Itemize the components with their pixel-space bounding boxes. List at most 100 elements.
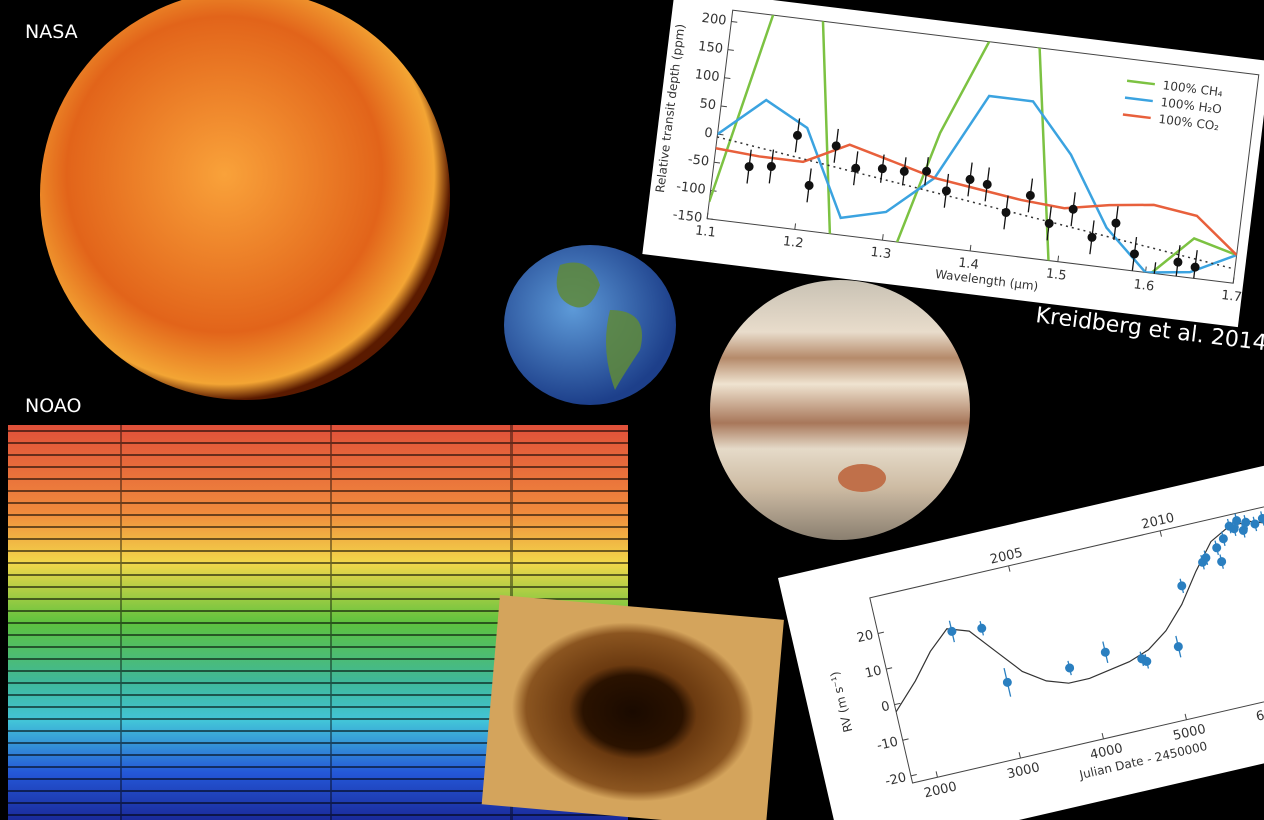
x2-tick-label: 2005 (989, 546, 1025, 568)
y-tick (727, 49, 734, 51)
earth-image (504, 245, 676, 405)
data-point (1129, 249, 1139, 259)
y-tick-label: 200 (701, 11, 727, 29)
data-point (922, 166, 932, 176)
y-tick (724, 77, 731, 80)
data-point (1111, 218, 1121, 228)
data-point (1190, 262, 1200, 272)
x-tick (1101, 732, 1104, 740)
plot-area (895, 511, 1264, 713)
y-tick-label: -50 (687, 152, 710, 169)
transit-plot: Wavelength (μm) Relative transit depth (… (642, 0, 1264, 328)
y-tick-label: 50 (699, 96, 717, 113)
data-point (1238, 525, 1248, 535)
data-point (792, 130, 802, 140)
x2-tick (1008, 565, 1011, 572)
y-tick-label: 150 (697, 39, 723, 57)
data-point (744, 162, 754, 172)
sunspot-image (481, 595, 784, 820)
x-tick (1057, 255, 1060, 262)
data-point (1044, 218, 1054, 228)
y-tick-label: 100 (694, 67, 720, 85)
sun-image (40, 0, 450, 400)
data-point (1142, 656, 1152, 666)
legend-swatch (1126, 79, 1156, 86)
plot-panel (778, 452, 1264, 820)
model-line (716, 94, 1238, 274)
data-point (1218, 534, 1228, 544)
x-tick-label: 1.7 (1220, 288, 1242, 305)
y-tick (720, 105, 727, 108)
data-point (899, 166, 909, 176)
great-red-spot (838, 464, 886, 492)
credit-label: NASA (25, 21, 78, 43)
data-point (982, 179, 992, 189)
y-tick (910, 774, 917, 777)
x-tick (969, 244, 972, 251)
data-point (1068, 204, 1078, 214)
data-point (1212, 543, 1222, 553)
y-tick (894, 702, 901, 706)
data-point (1025, 190, 1035, 200)
y-tick (707, 218, 714, 220)
plot-panel (642, 0, 1264, 328)
x-tick-label: 4000 (1089, 741, 1125, 763)
x-tick-label: 1.4 (957, 256, 979, 273)
x2-tick (1159, 530, 1162, 537)
x-tick (1018, 752, 1021, 759)
y-tick (731, 20, 738, 23)
x-tick-label: 3000 (1006, 760, 1042, 782)
jupiter-image (710, 280, 970, 540)
x-tick (1232, 277, 1235, 284)
y-tick-label: -10 (876, 735, 900, 754)
y-tick (877, 631, 884, 634)
y-tick-label: 0 (703, 126, 713, 142)
continents (556, 262, 642, 390)
data-point (1173, 642, 1183, 652)
x-tick (706, 212, 709, 219)
data-point (766, 161, 776, 171)
data-point (947, 626, 957, 636)
data-point (851, 163, 861, 173)
x-tick-label: 1.3 (870, 245, 892, 262)
plot-frame (869, 493, 1264, 784)
legend-swatch (1124, 96, 1153, 103)
data-point (941, 186, 951, 196)
x-tick-label: 2000 (923, 779, 959, 801)
data-point (1241, 517, 1251, 527)
x-tick-label: 1.2 (782, 234, 804, 251)
y-tick-label: 10 (864, 663, 883, 681)
data-point (1100, 647, 1110, 657)
y-tick (902, 738, 909, 741)
data-point (965, 174, 975, 184)
x-tick-label: 1.6 (1133, 277, 1155, 294)
flat-fit-line (716, 136, 1236, 270)
data-point (1173, 257, 1183, 267)
y-tick-label: -150 (672, 207, 703, 225)
x-tick (1184, 713, 1187, 720)
data-point (1232, 516, 1242, 526)
data-point (1217, 557, 1227, 567)
x-tick-label: 5000 (1172, 722, 1208, 744)
x-tick-label: 1.1 (694, 223, 716, 240)
x-tick-label: 1.5 (1045, 266, 1067, 283)
y-tick-label: -100 (675, 179, 706, 197)
data-point (1065, 663, 1075, 673)
x-tick-label: 6000 (1255, 703, 1264, 725)
data-point (804, 180, 814, 190)
data-point (1087, 232, 1097, 242)
x-tick (794, 223, 797, 230)
credit-label: NOAO (25, 395, 81, 417)
data-point (1201, 553, 1211, 563)
legend-swatch (1122, 113, 1151, 120)
data-point (831, 141, 841, 151)
data-point (1250, 519, 1260, 529)
x2-tick-label: 2010 (1140, 511, 1176, 533)
y-tick-label: 0 (880, 699, 891, 715)
data-point (1177, 581, 1187, 591)
data-point (877, 164, 887, 174)
y-tick (886, 667, 893, 670)
data-point (1002, 677, 1012, 687)
